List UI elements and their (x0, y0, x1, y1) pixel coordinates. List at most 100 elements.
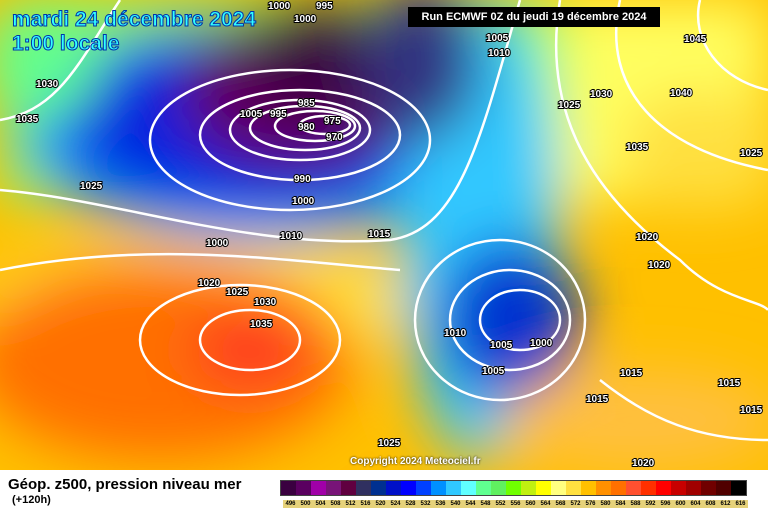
isobar-label: 1035 (626, 142, 649, 153)
color-scale-ticks: 496 500 504 508 512 516 520 524 528 532 536 540 544 5… (283, 500, 748, 508)
isobar-label: 970 (326, 132, 343, 143)
scale-tick: 556 (508, 500, 523, 508)
scale-tick: 600 (673, 500, 688, 508)
isobar-label: 1015 (620, 368, 643, 379)
isobar-label: 1035 (250, 319, 273, 330)
isobar-label: 975 (324, 116, 341, 127)
color-swatch (461, 481, 476, 495)
isobar-label: 995 (270, 109, 287, 120)
scale-tick: 576 (583, 500, 598, 508)
color-swatch (551, 481, 566, 495)
scale-tick: 584 (613, 500, 628, 508)
isobar-label: 1045 (684, 34, 707, 45)
color-swatch (536, 481, 551, 495)
isobar-label: 1000 (294, 14, 317, 25)
isobar-label: 1000 (530, 338, 553, 349)
isobar-label: 1005 (486, 33, 509, 44)
scale-tick: 572 (568, 500, 583, 508)
scale-tick: 608 (703, 500, 718, 508)
color-swatch (476, 481, 491, 495)
isobar-label: 1005 (240, 109, 263, 120)
color-swatch (566, 481, 581, 495)
color-swatch (341, 481, 356, 495)
color-swatch (401, 481, 416, 495)
isobar-label: 1020 (632, 458, 655, 469)
scale-tick: 496 (283, 500, 298, 508)
scale-tick: 536 (433, 500, 448, 508)
scale-tick: 612 (718, 500, 733, 508)
isobar-label: 1020 (636, 232, 659, 243)
isobar-label: 1010 (280, 231, 303, 242)
isobar-label: 1030 (36, 79, 59, 90)
scale-tick: 580 (598, 500, 613, 508)
scale-tick: 532 (418, 500, 433, 508)
lead-time: (+120h) (12, 494, 51, 506)
copyright: Copyright 2024 Meteociel.fr (350, 456, 481, 467)
color-swatch (731, 481, 746, 495)
isobar-label: 1010 (488, 48, 511, 59)
isobar-label: 1015 (740, 405, 763, 416)
color-swatch (656, 481, 671, 495)
color-swatch (491, 481, 506, 495)
isobar-label: 1005 (482, 366, 505, 377)
color-swatch (506, 481, 521, 495)
isobar-label: 1010 (444, 328, 467, 339)
color-swatch (446, 481, 461, 495)
isobar-label: 1025 (740, 148, 763, 159)
scale-tick: 596 (658, 500, 673, 508)
scale-tick: 504 (313, 500, 328, 508)
isobar-label: 995 (316, 1, 333, 12)
scale-tick: 544 (463, 500, 478, 508)
scale-tick: 560 (523, 500, 538, 508)
scale-tick: 552 (493, 500, 508, 508)
isobar-label: 1020 (198, 278, 221, 289)
scale-tick: 520 (373, 500, 388, 508)
color-swatch (431, 481, 446, 495)
color-swatch (671, 481, 686, 495)
isobar-label: 1025 (378, 438, 401, 449)
color-swatch (371, 481, 386, 495)
color-swatch (716, 481, 731, 495)
color-scale (280, 480, 747, 496)
forecast-date: mardi 24 décembre 2024 (12, 8, 257, 31)
color-swatch (581, 481, 596, 495)
scale-tick: 604 (688, 500, 703, 508)
isobar-label: 1005 (490, 340, 513, 351)
isobar-label: 1000 (292, 196, 315, 207)
scale-tick: 592 (643, 500, 658, 508)
isobar-label: 1015 (586, 394, 609, 405)
scale-tick: 588 (628, 500, 643, 508)
isobar-label: 1025 (558, 100, 581, 111)
isobar-label: 1025 (226, 287, 249, 298)
model-run-label: Run ECMWF 0Z du jeudi 19 décembre 2024 (408, 7, 660, 27)
isobar-label: 1030 (254, 297, 277, 308)
scale-tick: 516 (358, 500, 373, 508)
legend-bar: Géop. z500, pression niveau mer (+120h) … (0, 470, 768, 512)
isobar-label: 1020 (648, 260, 671, 271)
color-swatch (281, 481, 296, 495)
scale-tick: 512 (343, 500, 358, 508)
color-swatch (701, 481, 716, 495)
color-swatch (356, 481, 371, 495)
isobar-label: 985 (298, 98, 315, 109)
isobar-label: 1030 (590, 89, 613, 100)
isobar-label: 1035 (16, 114, 39, 125)
color-swatch (296, 481, 311, 495)
scale-tick: 524 (388, 500, 403, 508)
color-swatch (686, 481, 701, 495)
color-swatch (326, 481, 341, 495)
scale-tick: 508 (328, 500, 343, 508)
isobar-label: 1015 (718, 378, 741, 389)
isobar-label: 980 (298, 122, 315, 133)
isobar-label: 1040 (670, 88, 693, 99)
legend-title: Géop. z500, pression niveau mer (8, 476, 242, 493)
scale-tick: 568 (553, 500, 568, 508)
color-swatch (611, 481, 626, 495)
isobar-label: 990 (294, 174, 311, 185)
color-swatch (596, 481, 611, 495)
weather-map: 1000 995 1000 1005 1010 1045 1030 1035 1… (0, 0, 768, 470)
isobar-label: 1000 (206, 238, 229, 249)
isobar-label: 1025 (80, 181, 103, 192)
scale-tick: 616 (733, 500, 748, 508)
color-swatch (641, 481, 656, 495)
